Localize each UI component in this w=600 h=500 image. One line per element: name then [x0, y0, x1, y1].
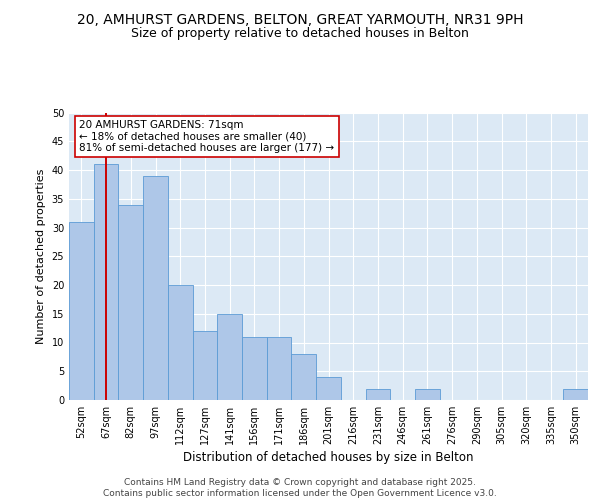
Text: Size of property relative to detached houses in Belton: Size of property relative to detached ho… — [131, 28, 469, 40]
Bar — [193, 331, 217, 400]
Text: 20 AMHURST GARDENS: 71sqm
← 18% of detached houses are smaller (40)
81% of semi-: 20 AMHURST GARDENS: 71sqm ← 18% of detac… — [79, 120, 335, 153]
Bar — [563, 388, 588, 400]
Bar — [415, 388, 440, 400]
Bar — [316, 377, 341, 400]
Bar — [69, 222, 94, 400]
Bar — [242, 337, 267, 400]
Text: 20, AMHURST GARDENS, BELTON, GREAT YARMOUTH, NR31 9PH: 20, AMHURST GARDENS, BELTON, GREAT YARMO… — [77, 12, 523, 26]
Bar — [292, 354, 316, 400]
Bar — [267, 337, 292, 400]
Bar — [217, 314, 242, 400]
Bar — [94, 164, 118, 400]
Bar — [118, 204, 143, 400]
Y-axis label: Number of detached properties: Number of detached properties — [36, 168, 46, 344]
Bar — [168, 285, 193, 400]
Text: Contains HM Land Registry data © Crown copyright and database right 2025.
Contai: Contains HM Land Registry data © Crown c… — [103, 478, 497, 498]
X-axis label: Distribution of detached houses by size in Belton: Distribution of detached houses by size … — [183, 451, 474, 464]
Bar — [143, 176, 168, 400]
Bar — [365, 388, 390, 400]
